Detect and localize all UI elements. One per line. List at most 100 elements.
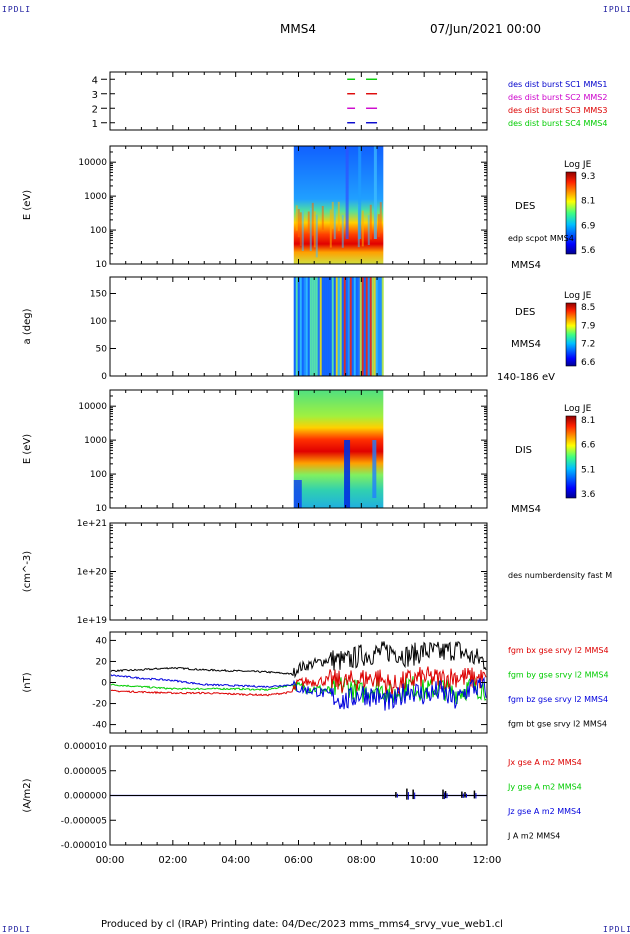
spectrogram-column — [339, 277, 342, 376]
panel-frame — [109, 71, 488, 131]
panel-instrument-label: DES — [515, 307, 535, 318]
y-axis-label: (A/m2) — [22, 778, 33, 812]
corner-watermark-bl: IPDLI — [2, 925, 32, 934]
legend-entry: des dist burst SC2 MMS2 — [508, 93, 607, 102]
x-tick-label: 10:00 — [410, 855, 439, 866]
spectrogram-column — [371, 277, 374, 376]
legend-entry: J A m2 MMS4 — [507, 832, 560, 841]
spectrogram-column — [299, 277, 302, 376]
spectrogram-streak — [361, 210, 364, 247]
spectrogram-streak — [295, 205, 298, 231]
spectrogram-streak — [299, 212, 302, 246]
datetime-title: 07/Jun/2021 00:00 — [430, 22, 542, 36]
overlay-label: edp scpot MMS4 — [508, 234, 574, 243]
y-tick-label: 20 — [96, 657, 108, 667]
spectrogram-column — [347, 277, 350, 376]
y-tick-label: 10000 — [78, 402, 107, 412]
y-tick-label: -0.000010 — [61, 841, 107, 851]
y-tick-label: 1e+19 — [77, 616, 108, 626]
spectrogram-column — [381, 277, 384, 376]
spectrogram-column — [315, 277, 318, 376]
y-tick-label: 100 — [90, 226, 107, 236]
spectrogram-column — [327, 277, 330, 376]
y-tick-label: 1e+20 — [77, 568, 108, 578]
spectrogram-column — [333, 277, 336, 376]
series-line — [110, 666, 487, 697]
spectrogram-column — [297, 277, 300, 376]
colorbar-tick-label: 7.9 — [581, 321, 596, 331]
y-axis-label: E (eV) — [22, 434, 33, 464]
colorbar-title: Log JE — [564, 404, 592, 414]
spectrogram-column — [359, 277, 362, 376]
spectrogram-column — [321, 277, 324, 376]
spectrogram-column — [311, 277, 314, 376]
y-tick-label: 1000 — [84, 436, 107, 446]
spectrogram-column — [295, 277, 298, 376]
colorbar-tick-label: 6.6 — [581, 358, 596, 368]
y-tick-label: 100 — [90, 470, 107, 480]
spectrogram-streak — [358, 146, 362, 239]
spectrogram-column — [301, 277, 304, 376]
spectrogram-streak — [369, 204, 372, 240]
spectrogram-streak — [344, 440, 351, 508]
legend-entry: des dist burst SC3 MMS3 — [508, 106, 607, 115]
spectrogram-column — [329, 277, 332, 376]
spectrogram-streak — [297, 208, 300, 238]
colorbar-tick-label: 7.2 — [581, 340, 595, 350]
spectrogram-streak — [329, 209, 332, 248]
legend-entry: Jy gse A m2 MMS4 — [507, 783, 582, 792]
spectrogram-column — [293, 277, 296, 376]
spectrogram-column — [357, 277, 360, 376]
spectrogram-column — [351, 277, 354, 376]
y-tick-label: 0.000000 — [64, 792, 107, 802]
panel-instrument-label: DIS — [515, 445, 532, 456]
panel-frame — [109, 522, 488, 621]
spectrogram-column — [337, 277, 340, 376]
spectrogram-column — [367, 277, 370, 376]
y-tick-label: -20 — [92, 700, 107, 710]
spectrogram-streak — [379, 202, 382, 233]
spectrogram-column — [307, 277, 310, 376]
spectrogram-column — [325, 277, 328, 376]
legend-entry: fgm by gse srvy l2 MMS4 — [508, 671, 609, 680]
spacecraft-label: MMS4 — [511, 260, 541, 271]
y-tick-label: 10000 — [78, 158, 107, 168]
legend-entry: fgm bt gse srvy l2 MMS4 — [508, 720, 607, 729]
spectrogram-column — [373, 277, 376, 376]
spectrogram-streak — [301, 210, 304, 251]
spectrogram-column — [341, 277, 344, 376]
legend-entry: Jx gse A m2 MMS4 — [507, 758, 582, 767]
colorbar-tick-label: 5.6 — [581, 246, 596, 256]
spectrogram-streak — [333, 208, 336, 240]
colorbar-tick-label: 6.9 — [581, 221, 596, 231]
spectrogram-streak — [331, 201, 334, 229]
x-tick-label: 12:00 — [473, 855, 502, 866]
corner-watermark-tr: IPDLI — [603, 5, 630, 14]
spectrogram-column — [305, 277, 308, 376]
spectrogram-column — [317, 277, 320, 376]
legend-entry: fgm bz gse srvy l2 MMS4 — [508, 695, 608, 704]
spectrogram-streak — [321, 205, 324, 230]
colorbar — [565, 171, 577, 255]
x-tick-label: 04:00 — [221, 855, 250, 866]
y-tick-label: 50 — [96, 345, 108, 355]
y-tick-label: 0 — [101, 679, 107, 689]
spectrogram-column — [303, 277, 306, 376]
y-tick-label: 4 — [92, 75, 98, 86]
corner-watermark-tl: IPDLI — [2, 5, 32, 14]
spectrogram-column — [345, 277, 348, 376]
spectrogram-streak — [307, 211, 310, 233]
spacecraft-label: MMS4 — [511, 504, 541, 515]
footer-credits: Produced by cl (IRAP) Printing date: 04/… — [101, 919, 503, 930]
spectrogram-streak — [293, 480, 302, 508]
legend-entry: fgm bx gse srvy l2 MMS4 — [508, 646, 609, 655]
colorbar — [565, 302, 577, 367]
energy-range-label: 140-186 eV — [497, 372, 555, 383]
spectrogram-column — [331, 277, 334, 376]
spacecraft-title: MMS4 — [280, 22, 316, 36]
spectrogram-streak — [311, 202, 314, 236]
spectrogram-column — [377, 277, 380, 376]
colorbar-tick-label: 3.6 — [581, 490, 596, 500]
y-tick-label: 150 — [90, 290, 107, 300]
spectrogram-column — [349, 277, 352, 376]
